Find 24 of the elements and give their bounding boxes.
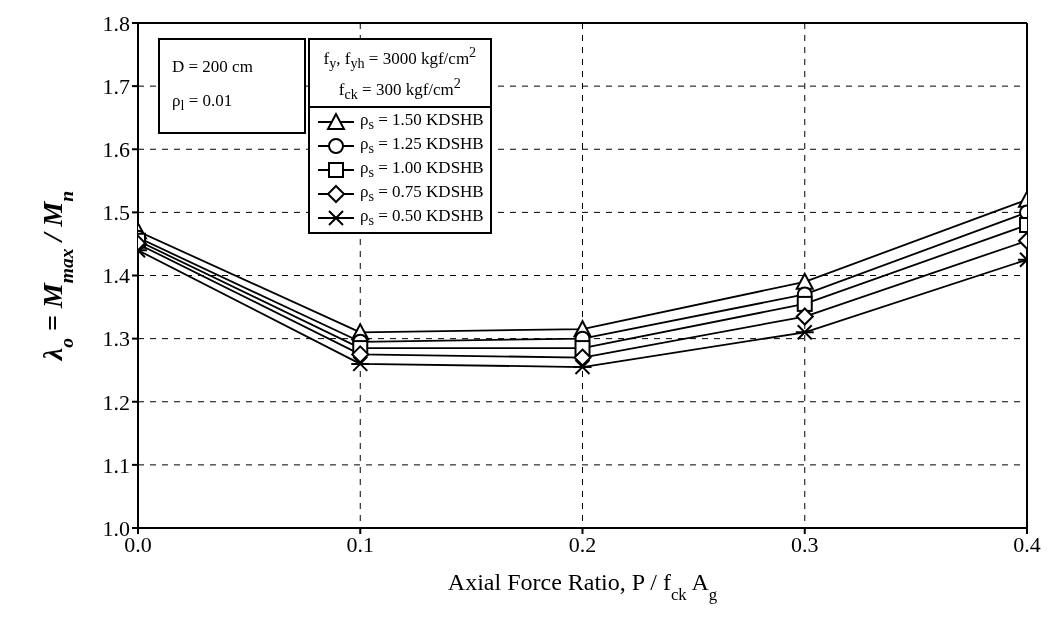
y-tick-label: 1.1 (102, 452, 130, 478)
y-tick-label: 1.5 (102, 200, 130, 226)
legend-label: ρ$_{s}$ = 1.25 KDSHB (360, 134, 484, 158)
x-tick-label: 0.2 (568, 531, 597, 557)
y-tick-label: 1.7 (102, 73, 130, 99)
annotation: D = 200 cm (172, 56, 254, 78)
note-box: f$_{y}$, f$_{yh}$ = 3000 kgf/cm$^{2}$ f$_{ck}$ = 300 kgf/cm$^{2}$ (308, 38, 492, 107)
x-tick-label: 0.4 (1013, 531, 1041, 557)
y-tick-label: 1.2 (102, 389, 130, 415)
legend-label: ρ$_{s}$ = 0.50 KDSHB (360, 206, 484, 230)
legend-label: ρ$_{s}$ = 1.00 KDSHB (360, 158, 484, 182)
annotation: f$_{y}$, f$_{yh}$ = 3000 kgf/cm$^{2}$ (322, 43, 478, 74)
y-tick-label: 1.3 (102, 326, 130, 352)
x-tick-label: 0.3 (791, 531, 819, 557)
y-tick-label: 1.6 (102, 137, 130, 163)
annotation: ρ$_{l}$ = 0.01 (172, 90, 234, 116)
y-tick-label: 1.4 (102, 263, 130, 289)
annotation: f$_{ck}$ = 300 kgf/cm$^{2}$ (337, 74, 462, 105)
x-tick-label: 0.1 (346, 531, 374, 557)
note-box: D = 200 cm ρ$_{l}$ = 0.01 (158, 38, 306, 135)
legend-label: ρ$_{s}$ = 0.75 KDSHB (360, 182, 484, 206)
legend-label: ρ$_{s}$ = 1.50 KDSHB (360, 110, 484, 134)
y-tick-label: 1.8 (102, 10, 130, 36)
x-axis-title: Axial Force Ratio, P / f$_{ck}$ A$_{g}$ (447, 569, 718, 604)
